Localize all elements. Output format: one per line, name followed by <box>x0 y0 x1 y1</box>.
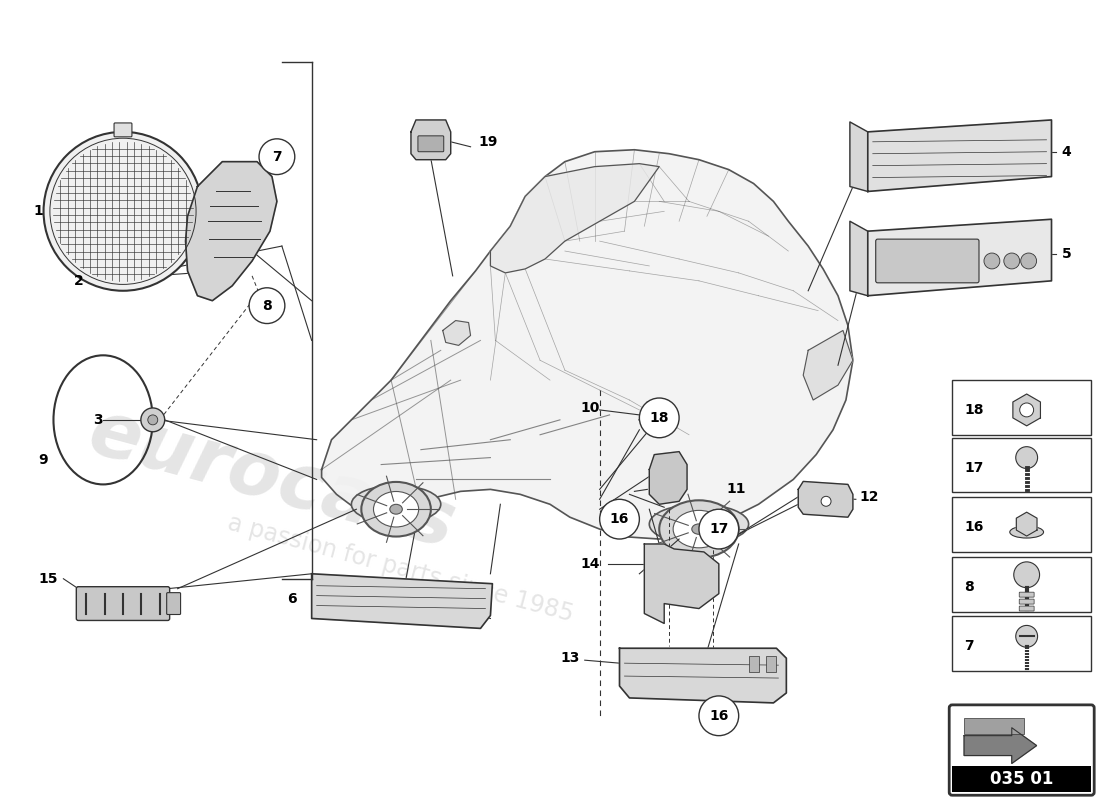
Text: 2: 2 <box>74 274 84 288</box>
Polygon shape <box>1013 394 1041 426</box>
Polygon shape <box>850 122 868 191</box>
Bar <box>953 380 1091 434</box>
Circle shape <box>1014 562 1040 588</box>
Ellipse shape <box>659 500 739 558</box>
Circle shape <box>600 499 639 539</box>
Polygon shape <box>411 120 451 160</box>
FancyBboxPatch shape <box>114 123 132 137</box>
Polygon shape <box>649 452 688 504</box>
Ellipse shape <box>351 486 441 523</box>
Bar <box>953 438 1091 492</box>
Circle shape <box>639 398 679 438</box>
FancyBboxPatch shape <box>1020 606 1034 611</box>
Text: eurocars: eurocars <box>80 395 463 564</box>
FancyBboxPatch shape <box>767 656 777 672</box>
Text: 3: 3 <box>94 413 103 427</box>
Polygon shape <box>311 574 493 629</box>
Text: 15: 15 <box>39 572 58 586</box>
FancyBboxPatch shape <box>1020 599 1034 604</box>
Ellipse shape <box>389 504 403 514</box>
Bar <box>953 617 1091 671</box>
Circle shape <box>1004 253 1020 269</box>
Circle shape <box>1015 626 1037 647</box>
Text: 7: 7 <box>272 150 282 164</box>
Polygon shape <box>186 162 277 301</box>
FancyBboxPatch shape <box>964 718 1024 734</box>
Polygon shape <box>619 648 786 703</box>
FancyBboxPatch shape <box>1020 592 1034 597</box>
Text: 16: 16 <box>710 709 728 722</box>
Text: 11: 11 <box>727 482 746 496</box>
FancyBboxPatch shape <box>876 239 979 283</box>
Text: a passion for parts since 1985: a passion for parts since 1985 <box>226 511 576 626</box>
Text: 12: 12 <box>860 490 879 504</box>
Text: 17: 17 <box>964 461 983 474</box>
Circle shape <box>141 408 165 432</box>
Text: 18: 18 <box>964 403 983 417</box>
Circle shape <box>1021 253 1036 269</box>
Polygon shape <box>321 150 852 539</box>
Text: 8: 8 <box>964 580 974 594</box>
Text: 19: 19 <box>478 135 498 149</box>
Text: 5: 5 <box>1062 247 1071 261</box>
Circle shape <box>44 132 202 290</box>
Polygon shape <box>868 219 1052 296</box>
Polygon shape <box>964 728 1036 763</box>
Circle shape <box>698 696 739 736</box>
Text: 7: 7 <box>964 639 974 654</box>
Polygon shape <box>850 222 868 296</box>
FancyBboxPatch shape <box>953 766 1091 792</box>
Ellipse shape <box>374 491 419 527</box>
Circle shape <box>258 139 295 174</box>
Polygon shape <box>639 400 674 430</box>
Text: 9: 9 <box>39 453 48 466</box>
Polygon shape <box>868 120 1052 191</box>
Ellipse shape <box>1010 526 1044 538</box>
Text: 035 01: 035 01 <box>990 770 1054 788</box>
Polygon shape <box>803 330 852 400</box>
Text: 17: 17 <box>710 522 728 536</box>
Circle shape <box>1015 446 1037 469</box>
Text: 1: 1 <box>34 204 44 218</box>
Circle shape <box>249 288 285 323</box>
Circle shape <box>1020 403 1034 417</box>
Polygon shape <box>442 321 471 346</box>
Ellipse shape <box>692 524 706 534</box>
Text: 16: 16 <box>964 520 983 534</box>
FancyBboxPatch shape <box>749 656 759 672</box>
Ellipse shape <box>673 510 725 548</box>
Text: 8: 8 <box>262 298 272 313</box>
FancyBboxPatch shape <box>949 705 1094 795</box>
Text: 13: 13 <box>560 651 580 665</box>
Circle shape <box>698 510 739 549</box>
Polygon shape <box>799 482 853 517</box>
Circle shape <box>821 496 830 506</box>
Text: 6: 6 <box>287 592 297 606</box>
Circle shape <box>147 415 157 425</box>
Ellipse shape <box>649 504 749 544</box>
FancyBboxPatch shape <box>167 593 180 614</box>
Text: 10: 10 <box>580 401 600 415</box>
Text: 16: 16 <box>609 512 629 526</box>
FancyBboxPatch shape <box>76 586 169 621</box>
Bar <box>953 557 1091 611</box>
Polygon shape <box>645 544 718 623</box>
Polygon shape <box>491 164 659 273</box>
Text: 18: 18 <box>649 411 669 425</box>
Text: 4: 4 <box>1062 145 1071 158</box>
Polygon shape <box>1016 512 1037 536</box>
FancyBboxPatch shape <box>418 136 443 152</box>
Ellipse shape <box>361 482 431 537</box>
Text: 14: 14 <box>580 557 600 571</box>
Bar <box>953 498 1091 552</box>
Circle shape <box>984 253 1000 269</box>
